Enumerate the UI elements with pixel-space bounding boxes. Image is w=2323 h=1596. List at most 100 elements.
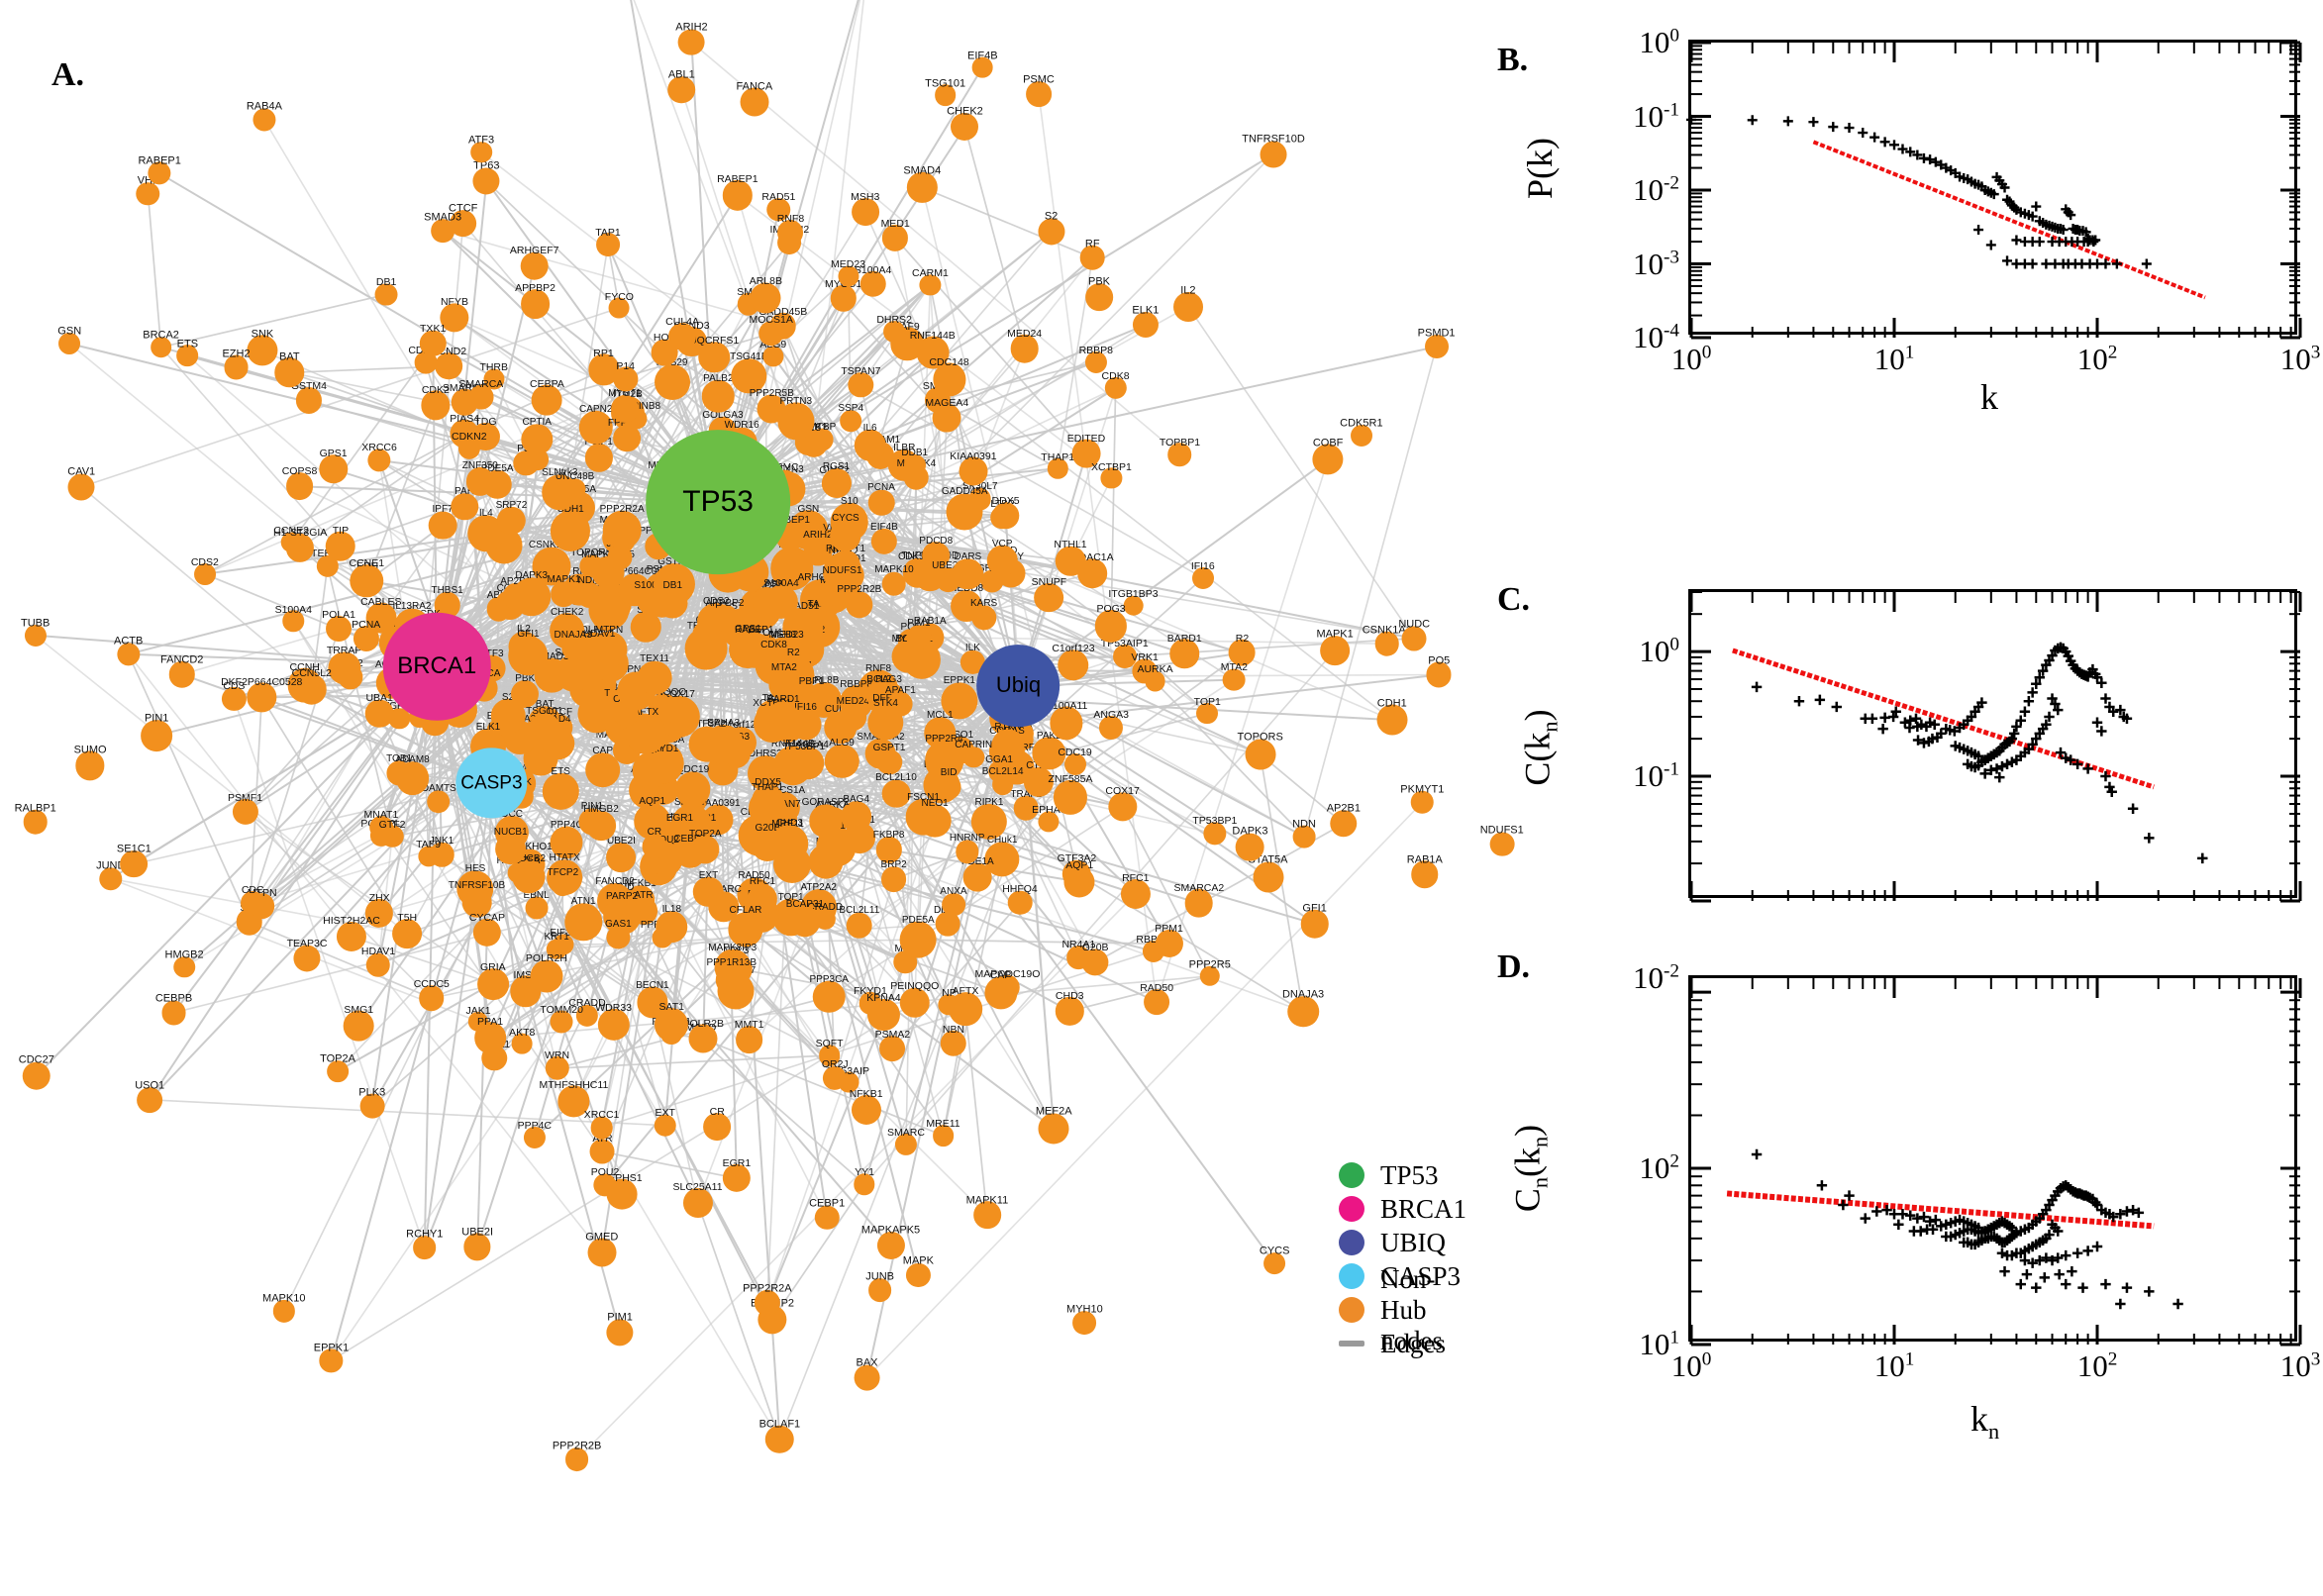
network-node[interactable] — [903, 453, 926, 476]
network-node[interactable] — [564, 1447, 589, 1472]
network-node[interactable] — [367, 449, 391, 472]
network-node[interactable] — [590, 1116, 613, 1140]
network-node[interactable] — [846, 912, 873, 939]
network-node[interactable] — [899, 921, 937, 958]
network-node[interactable] — [1155, 930, 1183, 958]
network-node[interactable] — [1104, 376, 1127, 400]
network-node[interactable] — [1099, 716, 1124, 741]
network-node[interactable] — [1107, 792, 1138, 822]
network-node[interactable] — [365, 899, 394, 928]
network-node[interactable] — [689, 726, 726, 762]
hub-node-ubiq[interactable]: Ubiq — [976, 644, 1060, 728]
network-node[interactable] — [932, 362, 966, 397]
network-node[interactable] — [823, 1065, 848, 1090]
network-node[interactable] — [470, 141, 492, 163]
network-node[interactable] — [1063, 866, 1095, 898]
network-node[interactable] — [728, 912, 763, 948]
network-node[interactable] — [949, 992, 982, 1027]
network-node[interactable] — [883, 321, 906, 344]
network-node[interactable] — [1184, 889, 1214, 918]
network-node[interactable] — [637, 660, 672, 696]
network-node[interactable] — [365, 952, 391, 977]
network-node[interactable] — [350, 564, 384, 598]
network-node[interactable] — [1489, 832, 1515, 856]
network-node[interactable] — [161, 1000, 186, 1026]
network-node[interactable] — [946, 493, 983, 531]
network-node[interactable] — [812, 980, 846, 1014]
network-node[interactable] — [421, 390, 451, 421]
network-node[interactable] — [483, 368, 505, 390]
network-node[interactable] — [690, 835, 720, 864]
network-node[interactable] — [1167, 443, 1192, 467]
network-node[interactable] — [991, 772, 1014, 795]
hub-node-brca1[interactable]: BRCA1 — [382, 612, 491, 721]
network-node[interactable] — [552, 873, 574, 896]
network-node[interactable] — [326, 615, 353, 642]
network-node[interactable] — [374, 283, 398, 306]
network-node[interactable] — [777, 220, 804, 247]
network-node[interactable] — [22, 1061, 51, 1090]
network-node[interactable] — [830, 520, 861, 551]
network-node[interactable] — [840, 410, 862, 433]
network-node[interactable] — [809, 804, 843, 838]
network-node[interactable] — [1245, 739, 1276, 770]
network-node[interactable] — [907, 172, 938, 203]
network-node[interactable] — [821, 467, 852, 498]
network-node[interactable] — [1084, 350, 1107, 373]
network-node[interactable] — [837, 265, 859, 287]
network-node[interactable] — [295, 387, 322, 414]
network-node[interactable] — [1100, 467, 1122, 489]
network-node[interactable] — [426, 789, 451, 814]
network-node[interactable] — [1376, 704, 1408, 736]
network-node[interactable] — [693, 876, 724, 908]
network-node[interactable] — [1038, 811, 1060, 833]
network-node[interactable] — [241, 890, 265, 915]
network-node[interactable] — [75, 750, 105, 780]
network-node[interactable] — [465, 467, 494, 496]
network-node[interactable] — [956, 840, 979, 863]
network-node[interactable] — [1056, 996, 1084, 1026]
network-node[interactable] — [880, 866, 907, 892]
network-node[interactable] — [1199, 965, 1220, 987]
network-node[interactable] — [1013, 795, 1039, 821]
network-node[interactable] — [1260, 141, 1287, 168]
network-node[interactable] — [23, 809, 48, 835]
network-node[interactable] — [932, 1125, 955, 1147]
network-node[interactable] — [247, 682, 276, 713]
network-node[interactable] — [1145, 670, 1165, 692]
network-node[interactable] — [343, 1010, 374, 1042]
network-node[interactable] — [168, 660, 195, 688]
network-node[interactable] — [941, 682, 978, 720]
network-node[interactable] — [1112, 645, 1137, 669]
network-node[interactable] — [511, 576, 552, 617]
network-node[interactable] — [1071, 439, 1101, 468]
network-node[interactable] — [586, 811, 616, 841]
network-node[interactable] — [1401, 626, 1427, 651]
network-node[interactable] — [1229, 640, 1256, 666]
network-node[interactable] — [584, 751, 621, 788]
network-node[interactable] — [1411, 791, 1434, 814]
network-node[interactable] — [735, 1026, 763, 1054]
network-node[interactable] — [117, 643, 141, 666]
network-node[interactable] — [951, 113, 979, 142]
network-node[interactable] — [1055, 546, 1086, 576]
network-node[interactable] — [1038, 218, 1065, 246]
network-node[interactable] — [476, 967, 509, 1000]
network-node[interactable] — [596, 233, 620, 257]
network-node[interactable] — [1236, 833, 1264, 862]
network-node[interactable] — [293, 945, 321, 972]
network-node[interactable] — [763, 584, 798, 620]
network-node[interactable] — [936, 774, 961, 800]
network-node[interactable] — [678, 29, 705, 55]
network-node[interactable] — [612, 424, 641, 452]
network-node[interactable] — [674, 771, 711, 807]
network-node[interactable] — [472, 167, 500, 195]
network-node[interactable] — [1253, 861, 1283, 893]
network-node[interactable] — [815, 909, 836, 930]
hub-node-tp53[interactable]: TP53 — [646, 430, 790, 575]
network-node[interactable] — [846, 591, 873, 619]
network-node[interactable] — [550, 1010, 573, 1034]
network-node[interactable] — [1081, 948, 1109, 976]
network-node[interactable] — [1038, 1113, 1069, 1145]
network-node[interactable] — [247, 335, 278, 366]
